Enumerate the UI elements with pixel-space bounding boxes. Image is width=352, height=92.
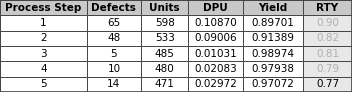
Bar — [87, 0, 141, 15]
Bar — [188, 0, 243, 15]
Text: 0.89701: 0.89701 — [251, 18, 294, 28]
Text: 0.79: 0.79 — [316, 64, 339, 74]
Text: 65: 65 — [107, 18, 120, 28]
Text: 0.97072: 0.97072 — [251, 79, 294, 89]
Text: 0.09006: 0.09006 — [194, 33, 237, 43]
Bar — [0, 15, 87, 31]
Bar — [243, 61, 303, 77]
Text: 14: 14 — [107, 79, 120, 89]
Bar — [141, 46, 188, 61]
Bar — [303, 77, 352, 92]
Bar — [141, 77, 188, 92]
Text: Process Step: Process Step — [5, 3, 81, 13]
Bar — [188, 31, 243, 46]
Text: Yield: Yield — [258, 3, 288, 13]
Text: 1: 1 — [40, 18, 46, 28]
Text: 3: 3 — [40, 49, 46, 59]
Bar — [141, 15, 188, 31]
Bar — [303, 61, 352, 77]
Bar — [303, 46, 352, 61]
Text: 0.91389: 0.91389 — [251, 33, 294, 43]
Text: 0.90: 0.90 — [316, 18, 339, 28]
Bar — [188, 61, 243, 77]
Bar — [87, 61, 141, 77]
Bar — [0, 61, 87, 77]
Bar — [188, 46, 243, 61]
Bar — [188, 77, 243, 92]
Bar — [87, 15, 141, 31]
Text: 0.82: 0.82 — [316, 33, 339, 43]
Bar — [303, 0, 352, 15]
Bar — [87, 31, 141, 46]
Text: 4: 4 — [40, 64, 46, 74]
Text: 480: 480 — [155, 64, 175, 74]
Bar — [0, 31, 87, 46]
Bar — [243, 15, 303, 31]
Bar — [141, 0, 188, 15]
Bar — [141, 31, 188, 46]
Text: 0.02083: 0.02083 — [194, 64, 237, 74]
Text: Units: Units — [149, 3, 180, 13]
Text: 5: 5 — [40, 79, 46, 89]
Bar — [141, 61, 188, 77]
Text: DPU: DPU — [203, 3, 228, 13]
Bar — [0, 77, 87, 92]
Text: 48: 48 — [107, 33, 120, 43]
Bar — [243, 46, 303, 61]
Text: 2: 2 — [40, 33, 46, 43]
Bar — [243, 31, 303, 46]
Bar — [87, 77, 141, 92]
Text: 0.77: 0.77 — [316, 79, 339, 89]
Text: 0.97938: 0.97938 — [251, 64, 294, 74]
Bar — [188, 15, 243, 31]
Bar — [0, 0, 87, 15]
Text: 0.01031: 0.01031 — [194, 49, 237, 59]
Text: Defects: Defects — [92, 3, 136, 13]
Text: 485: 485 — [155, 49, 175, 59]
Bar — [0, 46, 87, 61]
Bar — [303, 31, 352, 46]
Text: 533: 533 — [155, 33, 175, 43]
Bar — [87, 46, 141, 61]
Text: 0.81: 0.81 — [316, 49, 339, 59]
Text: 0.10870: 0.10870 — [194, 18, 237, 28]
Bar — [243, 77, 303, 92]
Text: RTY: RTY — [316, 3, 339, 13]
Text: 0.98974: 0.98974 — [251, 49, 294, 59]
Text: 10: 10 — [107, 64, 120, 74]
Bar — [243, 0, 303, 15]
Text: 5: 5 — [111, 49, 117, 59]
Text: 0.02972: 0.02972 — [194, 79, 237, 89]
Text: 598: 598 — [155, 18, 175, 28]
Text: 471: 471 — [155, 79, 175, 89]
Bar — [303, 15, 352, 31]
